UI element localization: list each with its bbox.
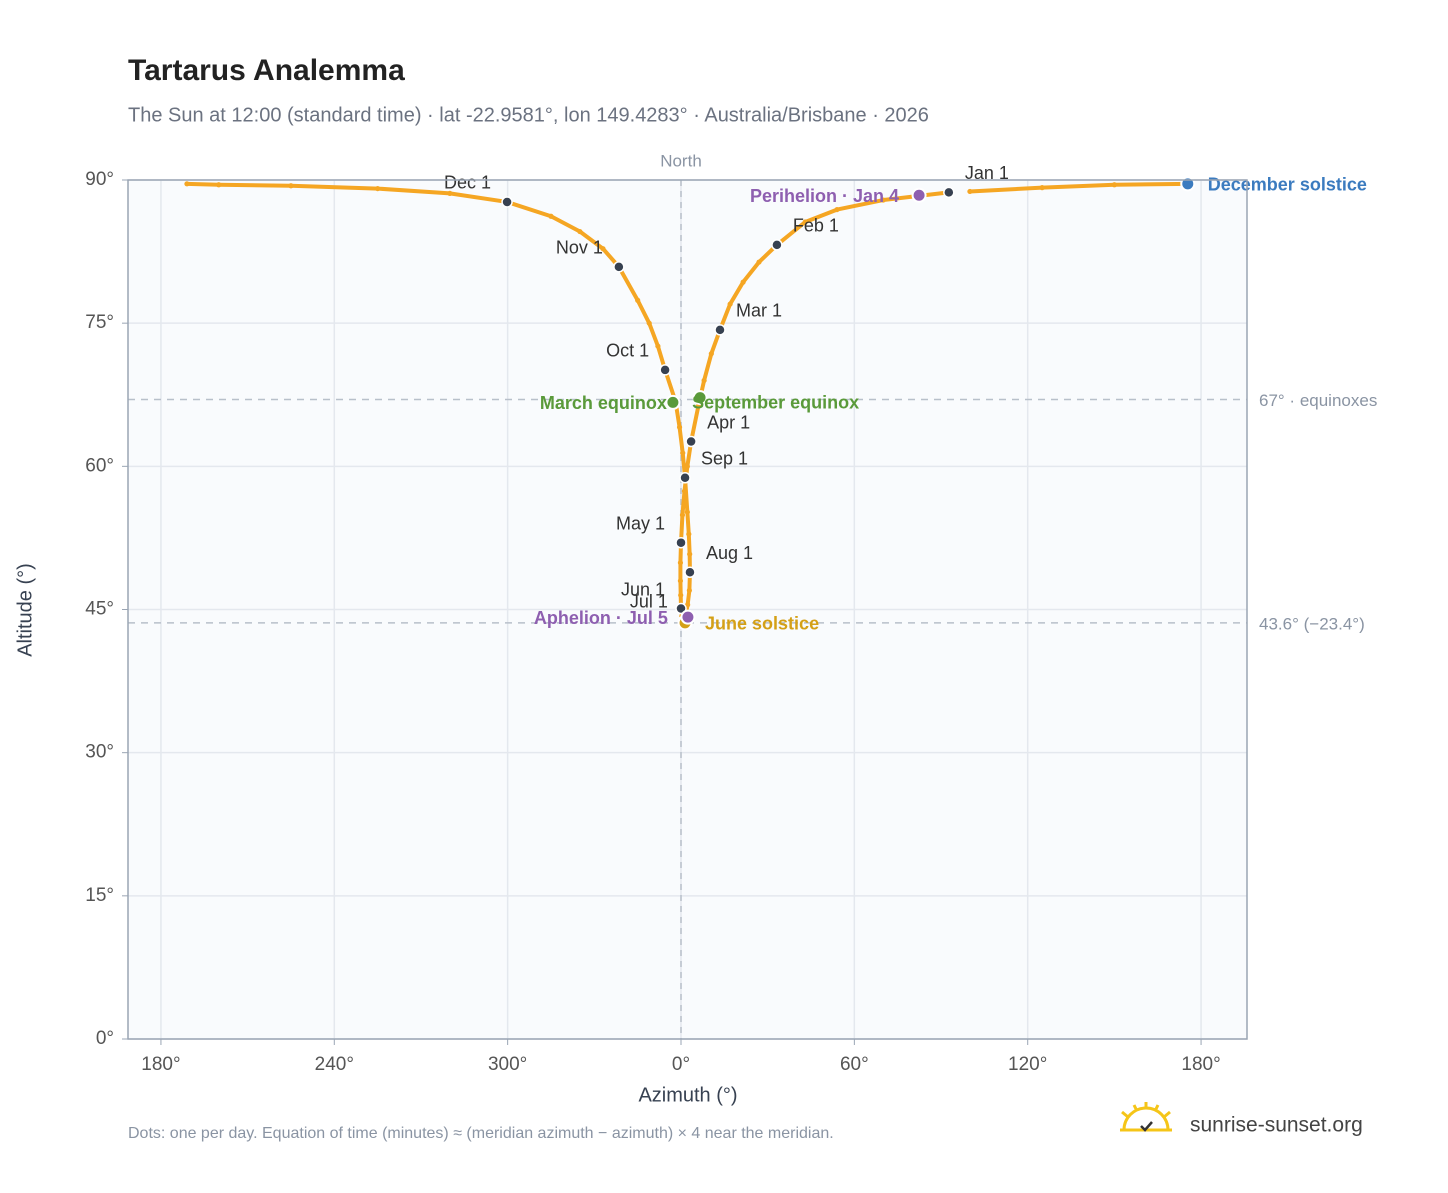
- daily-dot: [684, 463, 690, 469]
- event-marker: [665, 394, 681, 410]
- event-label: June solstice: [705, 614, 819, 634]
- y-tick-label: 0°: [96, 1028, 114, 1049]
- daily-dot: [708, 351, 714, 357]
- month-label: Jan 1: [965, 163, 1009, 183]
- daily-dot: [577, 228, 583, 235]
- event-label: Perihelion · Jan 4: [750, 186, 899, 206]
- month-marker: [684, 566, 696, 579]
- reference-label: 67° · equinoxes: [1259, 391, 1377, 410]
- daily-dot: [288, 183, 294, 189]
- x-tick-label: 180°: [1181, 1054, 1220, 1075]
- month-label: May 1: [616, 513, 665, 533]
- month-label: Oct 1: [606, 341, 649, 361]
- daily-dot: [834, 206, 840, 213]
- daily-dot: [880, 197, 886, 203]
- y-tick-label: 30°: [85, 742, 114, 763]
- daily-dot: [676, 424, 683, 430]
- reference-label: 43.6° (−23.4°): [1259, 614, 1365, 633]
- daily-dot: [375, 185, 381, 192]
- month-label: Dec 1: [444, 173, 491, 193]
- event-label: March equinox: [540, 393, 667, 413]
- event-marker: [911, 187, 927, 203]
- daily-dot: [600, 246, 606, 252]
- month-marker: [675, 536, 687, 549]
- y-axis-label: Altitude (°): [14, 563, 36, 657]
- daily-dot: [701, 377, 707, 384]
- daily-dot: [677, 578, 684, 584]
- event-marker: [680, 609, 696, 625]
- month-marker: [675, 602, 687, 615]
- chart-title: Tartarus Analemma: [128, 54, 405, 87]
- month-label: Jul 1: [630, 592, 668, 612]
- x-tick-label: 120°: [1008, 1054, 1047, 1075]
- daily-dot: [802, 219, 808, 225]
- x-tick-label: 0°: [672, 1054, 690, 1075]
- month-marker: [714, 324, 726, 336]
- y-tick-label: 15°: [85, 885, 114, 906]
- chart-subtitle: The Sun at 12:00 (standard time) · lat -…: [128, 104, 929, 126]
- daily-dot: [740, 279, 746, 285]
- month-label: Apr 1: [707, 412, 750, 432]
- month-label: Mar 1: [736, 301, 782, 321]
- daily-dot: [727, 301, 733, 307]
- daily-dot: [679, 512, 686, 518]
- analemma-line: [969, 181, 1188, 194]
- daily-dot: [646, 320, 652, 326]
- daily-dot: [1039, 185, 1045, 191]
- event-marker: [692, 390, 708, 406]
- month-label: Sep 1: [701, 449, 748, 469]
- y-tick-label: 60°: [85, 455, 114, 476]
- x-tick-label: 300°: [488, 1054, 527, 1075]
- month-label: Jun 1: [621, 579, 665, 599]
- month-marker: [771, 239, 783, 251]
- daily-dot: [686, 587, 692, 594]
- event-label: December solstice: [1208, 175, 1367, 195]
- daily-dot: [680, 450, 686, 456]
- month-marker: [613, 261, 625, 273]
- month-label: Nov 1: [556, 238, 603, 258]
- brand-logo: [1120, 1102, 1172, 1132]
- x-tick-label: 60°: [840, 1054, 869, 1075]
- y-tick-label: 75°: [85, 312, 114, 333]
- daily-dot: [686, 531, 692, 537]
- month-label: Aug 1: [706, 543, 753, 563]
- daily-dot: [655, 343, 661, 349]
- event-label: September equinox: [692, 392, 859, 412]
- daily-dot: [967, 188, 973, 195]
- month-marker: [501, 196, 513, 208]
- daily-dot: [548, 213, 554, 219]
- daily-dot: [677, 560, 684, 566]
- daily-dot: [678, 592, 684, 598]
- daily-dot: [687, 551, 693, 557]
- month-marker: [685, 435, 697, 448]
- month-marker: [679, 472, 691, 484]
- daily-dot: [756, 259, 762, 265]
- daily-dot: [684, 509, 690, 515]
- month-marker: [943, 186, 955, 199]
- daily-dot: [685, 602, 691, 608]
- footnote: Dots: one per day. Equation of time (min…: [128, 1125, 834, 1142]
- meridian-label: North: [660, 151, 702, 170]
- x-tick-label: 240°: [315, 1054, 354, 1075]
- daily-dot: [447, 190, 453, 196]
- month-marker: [659, 364, 671, 376]
- daily-dot: [681, 488, 688, 494]
- daily-dot: [635, 297, 641, 303]
- daily-dot: [216, 182, 222, 188]
- daily-dot: [1111, 182, 1117, 188]
- x-axis-label: Azimuth (°): [638, 1084, 737, 1106]
- event-label: Aphelion · Jul 5: [534, 608, 668, 628]
- y-tick-label: 90°: [85, 169, 114, 190]
- daily-dot: [184, 181, 190, 187]
- brand-name: sunrise-sunset.org: [1190, 1114, 1363, 1137]
- y-tick-label: 45°: [85, 599, 114, 620]
- month-label: Feb 1: [793, 216, 839, 236]
- x-tick-label: 180°: [141, 1054, 180, 1075]
